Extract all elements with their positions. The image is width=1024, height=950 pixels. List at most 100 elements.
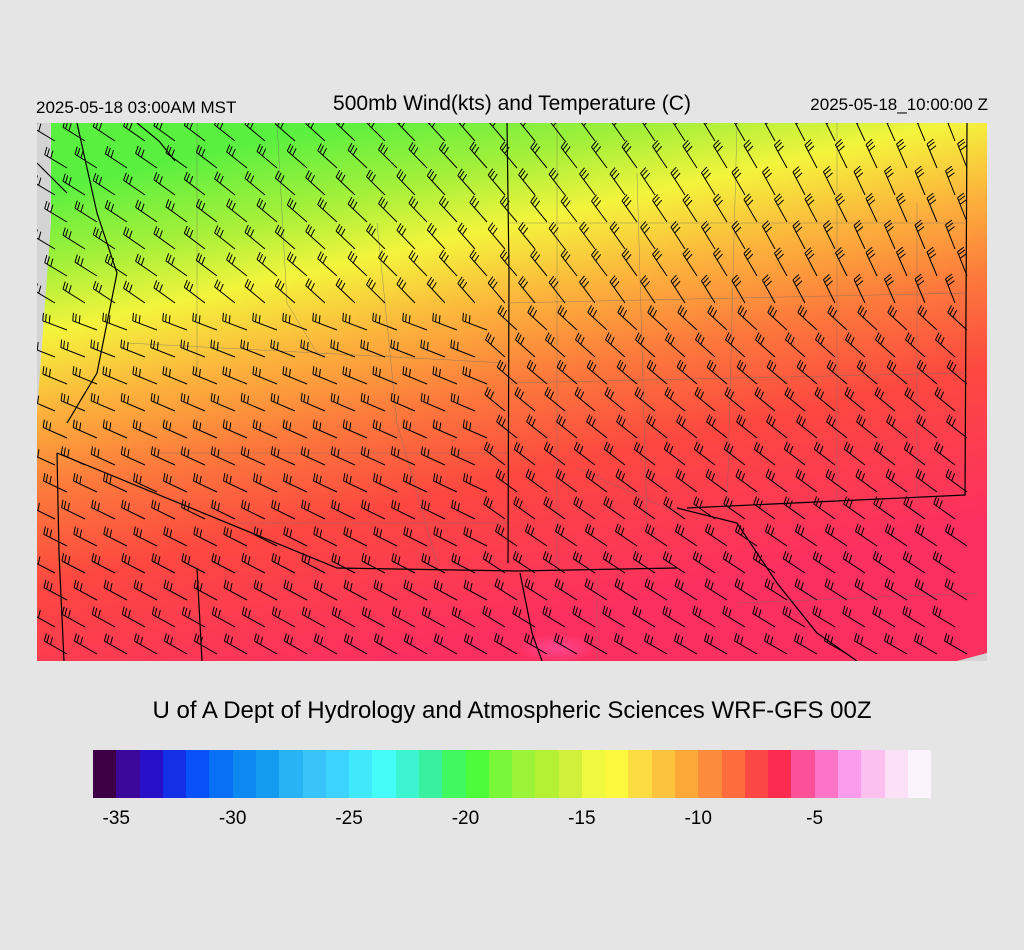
wind-barb bbox=[150, 339, 176, 358]
wind-barb bbox=[584, 578, 608, 601]
wind-barb bbox=[621, 194, 638, 223]
wind-barb bbox=[421, 606, 446, 628]
wind-barb bbox=[181, 499, 206, 520]
wind-barb bbox=[560, 140, 578, 169]
wind-barb bbox=[457, 168, 476, 196]
wind-barb bbox=[396, 169, 416, 196]
wind-barb bbox=[181, 553, 206, 574]
wind-barb bbox=[548, 221, 566, 250]
wind-barb bbox=[602, 605, 626, 628]
wind-barb bbox=[652, 248, 668, 277]
wind-barb bbox=[663, 441, 686, 466]
colorbar-ticks: -35 -30 -25 -20 -15 -10 -5 bbox=[0, 808, 1024, 838]
wind-barb bbox=[736, 359, 758, 385]
wind-barb bbox=[120, 446, 146, 466]
wind-barb bbox=[844, 386, 866, 412]
wind-barb bbox=[256, 251, 278, 277]
wind-barb bbox=[312, 366, 338, 385]
wind-barb bbox=[427, 123, 446, 142]
wind-barb bbox=[457, 276, 476, 304]
wind-barb bbox=[403, 633, 428, 655]
wind-barb bbox=[342, 419, 368, 439]
wind-barb bbox=[150, 392, 176, 412]
wind-barb bbox=[252, 419, 278, 439]
colorbar-tick-label: -5 bbox=[806, 808, 824, 829]
wind-barb bbox=[450, 446, 476, 466]
wind-barb bbox=[743, 139, 758, 169]
wind-barb bbox=[854, 633, 878, 655]
wind-barbs bbox=[37, 123, 968, 655]
wind-barb bbox=[120, 339, 146, 358]
wind-barb bbox=[712, 247, 728, 277]
wind-barb bbox=[856, 359, 878, 385]
wind-barb bbox=[735, 523, 758, 547]
colorbar-swatch bbox=[255, 750, 280, 798]
wind-barb bbox=[586, 359, 608, 385]
wind-barb bbox=[270, 392, 296, 412]
wind-barb bbox=[180, 392, 206, 412]
wind-barb bbox=[586, 414, 608, 439]
wind-barb bbox=[764, 633, 788, 655]
colorbar-swatch bbox=[418, 750, 443, 798]
wind-barb bbox=[390, 339, 416, 358]
wind-barb bbox=[44, 200, 68, 223]
wind-barb bbox=[773, 193, 788, 223]
wind-barb bbox=[390, 446, 416, 466]
wind-barb bbox=[37, 395, 56, 412]
wind-barb bbox=[581, 123, 596, 142]
wind-barb bbox=[872, 550, 896, 574]
wind-barb bbox=[822, 220, 836, 250]
wind-barb bbox=[347, 250, 368, 277]
colorbar-swatch bbox=[698, 750, 722, 798]
colorbar-swatch bbox=[349, 750, 373, 798]
wind-barb bbox=[675, 468, 698, 493]
wind-barb bbox=[463, 472, 488, 493]
wind-barb bbox=[331, 553, 356, 574]
wind-barb bbox=[193, 579, 218, 601]
wind-barb bbox=[543, 441, 566, 466]
wind-barb bbox=[603, 441, 626, 466]
colorbar-swatch bbox=[325, 750, 350, 798]
wind-barb bbox=[579, 275, 596, 304]
wind-barb bbox=[183, 171, 206, 196]
wind-barb bbox=[915, 523, 938, 547]
wind-barb bbox=[123, 172, 146, 196]
wind-barb bbox=[682, 193, 698, 223]
wind-barb bbox=[587, 305, 608, 331]
wind-barb bbox=[560, 248, 578, 277]
wind-barb bbox=[256, 197, 278, 223]
wind-barb bbox=[827, 305, 848, 331]
wind-barb bbox=[313, 526, 338, 547]
wind-barb bbox=[773, 247, 788, 277]
wind-barb bbox=[343, 526, 368, 547]
map-canvas bbox=[37, 123, 987, 661]
wind-barb bbox=[37, 449, 56, 466]
wind-barb bbox=[572, 605, 596, 628]
wind-barb bbox=[795, 468, 818, 493]
wind-barb bbox=[518, 168, 536, 196]
wind-barb bbox=[408, 250, 428, 277]
wind-barb bbox=[305, 224, 326, 250]
wind-barb bbox=[92, 123, 116, 142]
colorbar-tick-label: -30 bbox=[218, 808, 247, 829]
wind-barb bbox=[43, 526, 68, 547]
wind-barb bbox=[396, 223, 416, 250]
wind-barb bbox=[432, 366, 458, 385]
wind-barb bbox=[885, 523, 908, 547]
wind-barb bbox=[62, 281, 86, 304]
wind-barb bbox=[343, 472, 368, 493]
wind-barb bbox=[724, 386, 746, 412]
wind-barb bbox=[530, 249, 548, 277]
wind-barb bbox=[181, 606, 206, 628]
wind-barb bbox=[632, 550, 656, 574]
colorbar-tick-label: -25 bbox=[335, 808, 363, 829]
wind-barb bbox=[104, 145, 128, 169]
wind-barb bbox=[451, 499, 476, 520]
wind-barb bbox=[132, 312, 158, 331]
wind-barb bbox=[335, 277, 356, 304]
wind-barb bbox=[555, 523, 578, 547]
wind-barb bbox=[652, 194, 668, 223]
wind-barb bbox=[824, 633, 848, 655]
wind-barb bbox=[512, 550, 536, 574]
wind-barb bbox=[752, 605, 776, 628]
